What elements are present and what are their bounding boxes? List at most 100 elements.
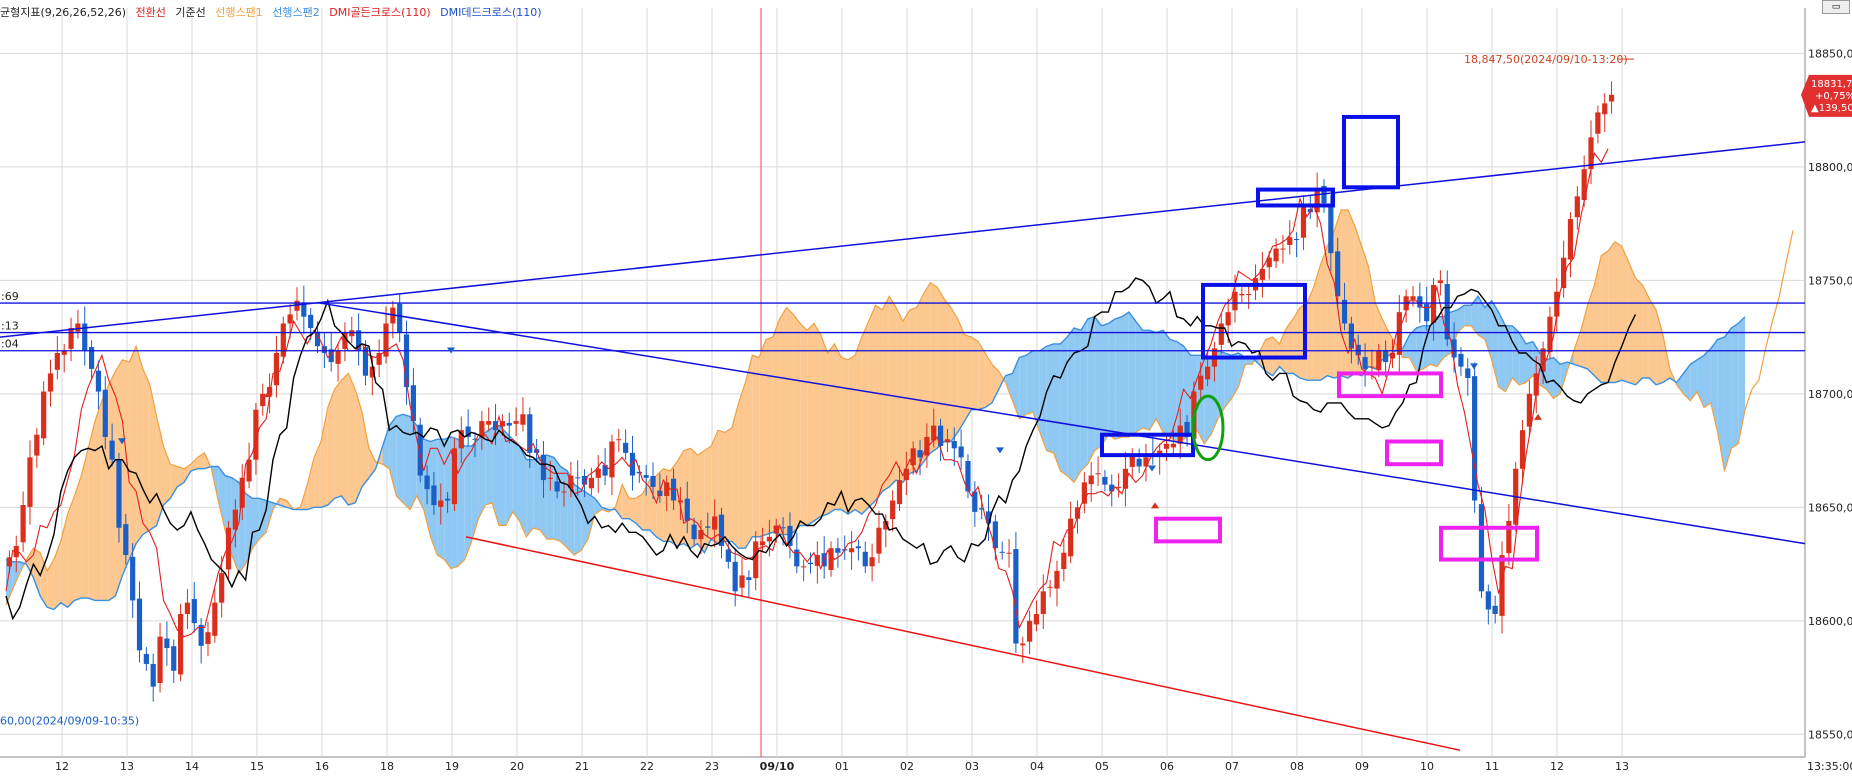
ichimoku-cloud-segment	[622, 484, 630, 519]
candle-down	[835, 548, 841, 553]
candle-up	[1266, 257, 1272, 268]
legend-base-line: 기준선	[175, 6, 206, 19]
candle-up	[177, 614, 184, 675]
candle-up	[499, 421, 505, 427]
low-price-annotation: 60,00(2024/09/09-10:35)	[0, 715, 139, 728]
candle-up	[1300, 205, 1307, 238]
candle-up	[219, 573, 225, 603]
candle-up	[1081, 482, 1087, 504]
ichimoku-cloud-segment	[1238, 352, 1246, 388]
candle-up	[1246, 293, 1252, 295]
candle-down	[1102, 476, 1108, 485]
ichimoku-cloud-segment	[1039, 346, 1047, 451]
ichimoku-cloud-segment	[1560, 362, 1568, 394]
ichimoku-cloud-segment	[252, 498, 260, 549]
ichimoku-cloud-segment	[1690, 359, 1698, 401]
ichimoku-cloud-segment	[971, 337, 979, 410]
candle-up	[246, 459, 252, 482]
dmi-dead-cross-marker	[118, 438, 126, 445]
ichimoku-cloud-segment	[1382, 318, 1390, 360]
ichimoku-cloud-segment	[1573, 330, 1581, 367]
candle-down	[123, 524, 129, 555]
ichimoku-cloud-segment	[848, 355, 855, 515]
ichimoku-cloud-segment	[81, 448, 89, 599]
candle-up	[1095, 473, 1101, 475]
candle-down	[130, 556, 136, 601]
ichimoku-cloud-segment	[1621, 246, 1629, 383]
ichimoku-cloud-segment	[1505, 325, 1513, 392]
candle-down	[1348, 323, 1354, 349]
ichimoku-cloud-segment	[1587, 284, 1595, 376]
x-tick-label: 13	[120, 760, 134, 773]
candle-up	[75, 323, 81, 332]
x-tick-label: 12	[1550, 760, 1564, 773]
ichimoku-cloud-segment	[362, 412, 369, 487]
candle-up	[232, 509, 238, 530]
candle-down	[417, 424, 423, 476]
candle-down	[424, 475, 430, 490]
candle-up	[828, 548, 834, 570]
x-tick-label: 15	[250, 760, 264, 773]
ichimoku-cloud-segment	[916, 293, 924, 472]
candle-down	[1341, 299, 1348, 324]
ichimoku-cloud-segment	[108, 371, 116, 601]
ichimoku-cloud-segment	[581, 489, 588, 551]
x-tick-label: 05	[1095, 760, 1109, 773]
ichimoku-cloud-segment	[786, 307, 794, 535]
y-tick-label: 18750,00	[1808, 274, 1852, 287]
y-tick-label: 18550,00	[1808, 728, 1852, 741]
x-tick-label: 06	[1160, 760, 1174, 773]
dmi-dead-cross-marker	[996, 447, 1004, 454]
ichimoku-cloud-segment	[875, 305, 883, 501]
candle-down	[397, 303, 403, 333]
dmi-dead-cross-marker	[1148, 465, 1156, 472]
candle-up	[41, 391, 47, 439]
ichimoku-cloud-segment	[1567, 350, 1574, 372]
candle-up	[1608, 94, 1615, 102]
ichimoku-cloud-segment	[854, 337, 862, 515]
candle-up	[184, 602, 191, 615]
x-tick-label: 04	[1030, 760, 1044, 773]
ichimoku-cloud-segment	[1026, 350, 1034, 415]
ichimoku-cloud-segment	[759, 339, 766, 537]
ichimoku-cloud-segment	[47, 559, 54, 610]
highlight-box	[1256, 187, 1335, 208]
ichimoku-cloud-segment	[396, 414, 404, 503]
candle-down	[1472, 376, 1478, 501]
ichimoku-cloud-segment	[101, 384, 109, 601]
candle-up	[486, 421, 492, 425]
candle-up	[513, 421, 519, 424]
candle-up	[1540, 348, 1546, 372]
candle-up	[739, 575, 745, 588]
candle-down	[965, 461, 971, 492]
highlight-box	[1154, 516, 1222, 544]
candle-up	[335, 350, 341, 364]
candle-down	[431, 485, 437, 506]
ichimoku-cloud-segment	[1094, 316, 1102, 451]
candle-up	[1389, 352, 1396, 359]
ichimoku-cloud-segment	[690, 448, 698, 549]
ichimoku-cloud-segment	[1436, 316, 1444, 367]
ichimoku-cloud-segment	[930, 282, 938, 453]
highlight-box	[1337, 371, 1443, 399]
candle-up	[1068, 518, 1074, 557]
candle-up	[383, 323, 389, 357]
ichimoku-cloud-segment	[1293, 307, 1301, 378]
ichimoku-cloud-segment	[1163, 330, 1170, 437]
candle-up	[342, 332, 348, 349]
ichimoku-cloud-segment	[142, 368, 150, 535]
candle-up	[698, 530, 704, 540]
candle-up	[1581, 169, 1587, 201]
candle-down	[575, 477, 581, 479]
candle-down	[301, 302, 307, 317]
ichimoku-cloud-segment	[1067, 328, 1075, 483]
x-tick-label: 03	[965, 760, 979, 773]
candle-up	[479, 421, 485, 438]
candle-up	[47, 373, 54, 392]
ichimoku-cloud-segment	[1628, 262, 1636, 385]
candle-down	[985, 511, 992, 524]
window-control-button[interactable]: ▭	[1822, 0, 1850, 14]
candle-down	[862, 551, 868, 567]
